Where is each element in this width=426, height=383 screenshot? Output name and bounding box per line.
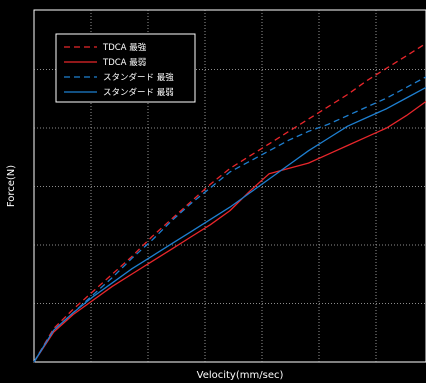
grid bbox=[34, 10, 426, 362]
series-line-4 bbox=[33, 86, 426, 363]
series-line-3 bbox=[33, 76, 426, 363]
series-line-1 bbox=[33, 42, 426, 363]
legend-label-4: スタンダード 最弱 bbox=[103, 87, 174, 98]
legend-label-3: スタンダード 最強 bbox=[103, 72, 174, 83]
legend-label-1: TDCA 最強 bbox=[102, 42, 147, 53]
y-axis-label: Force(N) bbox=[6, 165, 17, 207]
legend-label-2: TDCA 最弱 bbox=[102, 58, 146, 68]
series-layer bbox=[33, 42, 426, 363]
x-axis-label: Velocity(mm/sec) bbox=[197, 370, 284, 381]
plot-border bbox=[33, 9, 426, 363]
series-line-2 bbox=[33, 100, 426, 363]
legend-box bbox=[55, 33, 196, 103]
